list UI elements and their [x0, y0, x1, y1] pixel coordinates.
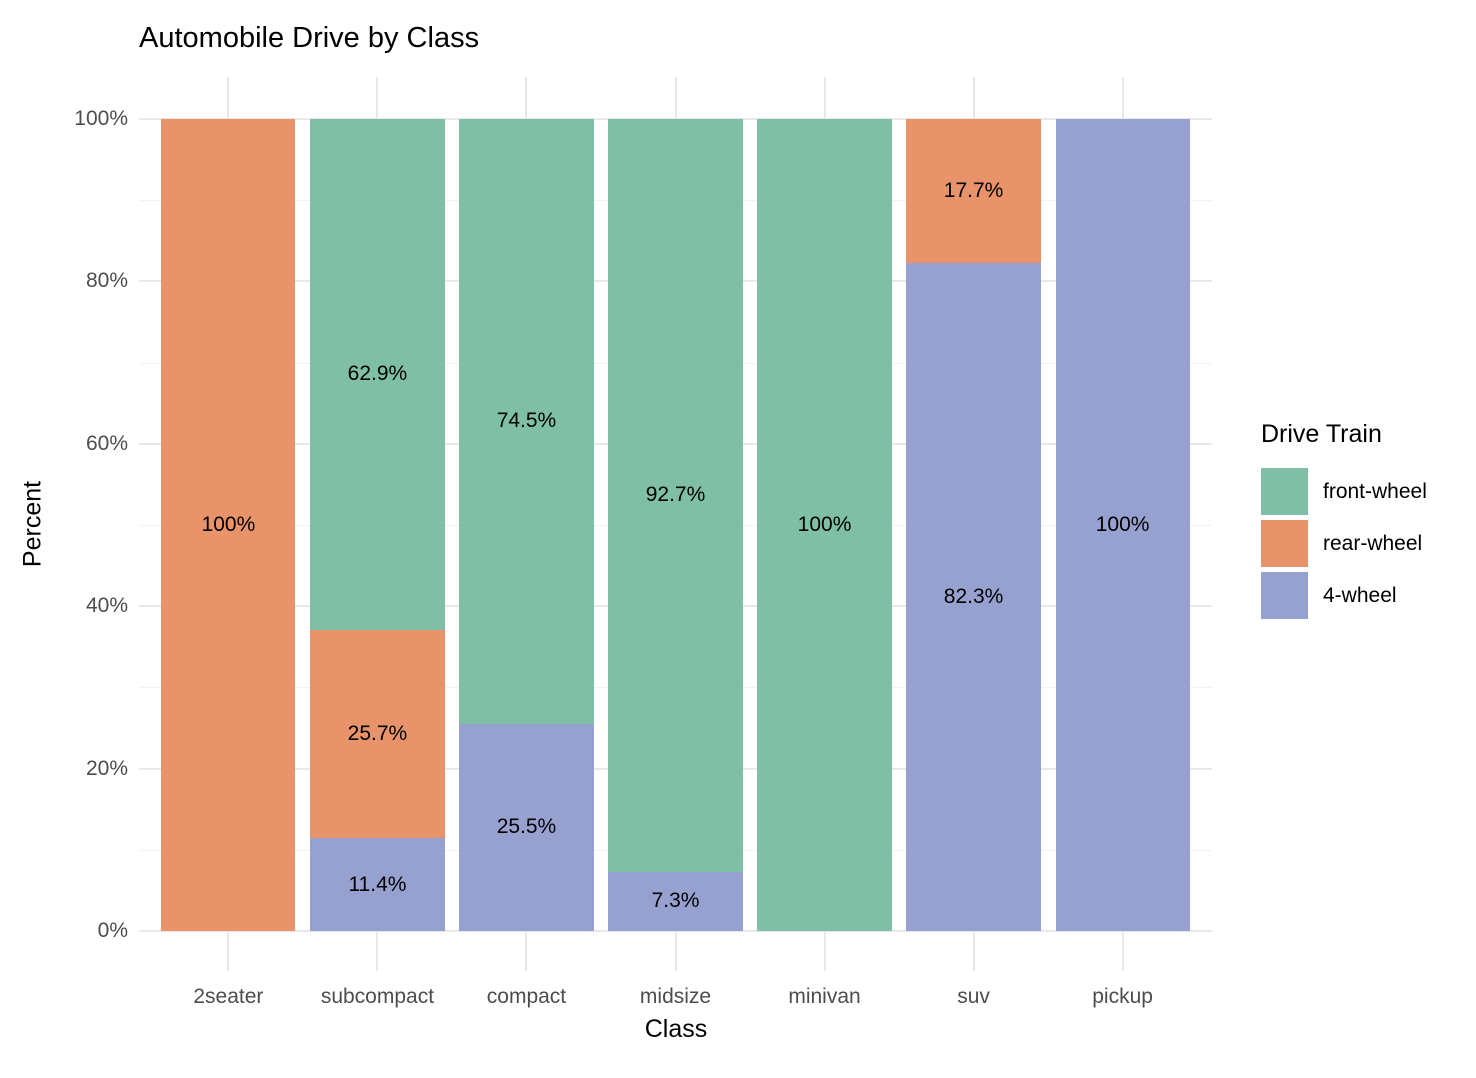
segment-pickup-4-wheel: 100%: [1055, 119, 1190, 931]
segment-value-label: 82.3%: [943, 584, 1004, 608]
y-axis-title-text: Percent: [18, 480, 47, 568]
segment-compact-front-wheel: 74.5%: [459, 119, 594, 724]
x-tick-label-2seater: 2seater: [193, 985, 264, 1008]
bar-suv: 17.7% 82.3%: [906, 119, 1041, 931]
legend-title: Drive Train: [1261, 420, 1382, 448]
segment-suv-rear-wheel: 17.7%: [906, 119, 1041, 263]
plot-panel: 100% 62.9% 25.7% 11.4% 74.5% 25.5% 92.7% 7.3% 10…: [139, 77, 1212, 971]
y-axis-title: Percent: [8, 444, 58, 604]
legend-item-front-wheel: front-wheel: [1261, 468, 1427, 515]
bar-midsize: 92.7% 7.3%: [608, 119, 743, 931]
segment-midsize-4-wheel: 7.3%: [608, 871, 743, 931]
segment-value-label: 7.3%: [651, 889, 700, 913]
legend-item-label: front-wheel: [1323, 479, 1427, 503]
segment-value-label: 100%: [201, 513, 256, 536]
chart-title: Automobile Drive by Class: [139, 22, 480, 54]
x-tick-label-pickup: pickup: [1092, 985, 1153, 1008]
legend-item-rear-wheel: rear-wheel: [1261, 520, 1427, 567]
rear-wheel-swatch-icon: [1261, 520, 1308, 567]
front-wheel-swatch-icon: [1261, 468, 1308, 515]
segment-value-label: 92.7%: [645, 483, 706, 507]
segment-suv-4-wheel: 82.3%: [906, 262, 1041, 931]
y-tick-label: 20%: [85, 756, 128, 780]
legend-item-4-wheel: 4-wheel: [1261, 572, 1427, 619]
y-tick-label: 80%: [85, 269, 128, 293]
segment-value-label: 17.7%: [943, 178, 1004, 202]
bar-2seater: 100%: [161, 119, 296, 931]
x-axis-title: Class: [644, 1015, 708, 1043]
segment-subcompact-rear-wheel: 25.7%: [310, 629, 445, 839]
segment-value-label: 100%: [1095, 513, 1150, 536]
segment-midsize-front-wheel: 92.7%: [608, 119, 743, 872]
segment-2seater-rear-wheel: 100%: [161, 119, 296, 931]
segment-subcompact-4-wheel: 11.4%: [310, 838, 445, 931]
bar-compact: 74.5% 25.5%: [459, 119, 594, 931]
segment-subcompact-front-wheel: 62.9%: [310, 119, 445, 630]
y-tick-label: 0%: [97, 919, 128, 942]
4-wheel-swatch-icon: [1261, 572, 1308, 619]
segment-compact-4-wheel: 25.5%: [459, 723, 594, 931]
legend-item-label: rear-wheel: [1323, 531, 1423, 555]
x-tick-label-suv: suv: [957, 985, 990, 1008]
segment-value-label: 11.4%: [348, 872, 407, 896]
x-tick-label-compact: compact: [486, 985, 567, 1008]
y-tick-label: 40%: [85, 594, 128, 618]
bar-pickup: 100%: [1055, 119, 1190, 931]
legend-item-label: 4-wheel: [1323, 583, 1397, 607]
segment-value-label: 25.5%: [496, 815, 557, 839]
bar-subcompact: 62.9% 25.7% 11.4%: [310, 119, 445, 931]
y-tick-label: 60%: [85, 431, 128, 455]
segment-value-label: 25.7%: [347, 722, 408, 746]
x-tick-label-subcompact: subcompact: [320, 985, 435, 1008]
x-tick-label-midsize: midsize: [639, 985, 712, 1008]
segment-minivan-front-wheel: 100%: [757, 119, 892, 931]
bar-minivan: 100%: [757, 119, 892, 931]
segment-value-label: 74.5%: [496, 409, 557, 433]
y-tick-label: 100%: [74, 107, 128, 130]
segment-value-label: 62.9%: [347, 362, 408, 386]
legend: Drive Train front-wheel rear-wheel 4-whe…: [1261, 420, 1427, 624]
segment-value-label: 100%: [797, 513, 852, 536]
x-tick-label-minivan: minivan: [788, 985, 861, 1008]
